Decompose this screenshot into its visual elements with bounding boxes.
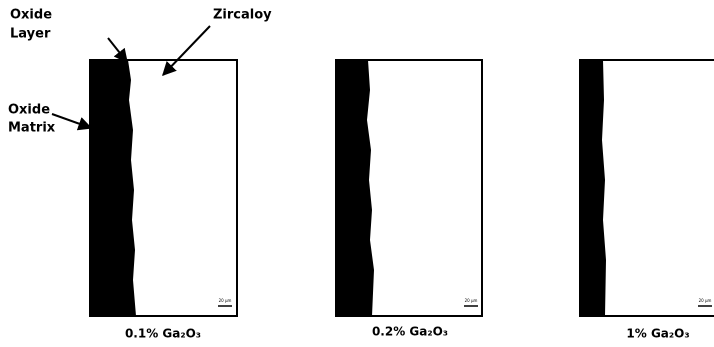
label: Oxide <box>8 103 50 118</box>
label: Matrix <box>8 121 56 136</box>
micrograph: 20 μm <box>90 60 237 316</box>
caption: 0.2% Ga₂O₃ <box>372 325 448 339</box>
caption: 1% Ga₂O₃ <box>626 327 689 341</box>
label: Layer <box>10 27 51 42</box>
scale-bar-label: 20 μm <box>465 298 478 303</box>
micrograph: 20 μm <box>336 60 482 316</box>
scale-bar-label: 20 μm <box>699 298 712 303</box>
arrow <box>52 114 91 128</box>
figure: 20 μm 20 μm 20 μm Oxide Layer Zircaloy O… <box>0 0 714 347</box>
arrow <box>108 38 127 62</box>
caption: 0.1% Ga₂O₃ <box>125 327 201 341</box>
label: Oxide <box>10 8 52 23</box>
scale-bar-label: 20 μm <box>219 298 232 303</box>
label: Zircaloy <box>213 8 272 23</box>
micrograph: 20 μm <box>580 60 714 316</box>
